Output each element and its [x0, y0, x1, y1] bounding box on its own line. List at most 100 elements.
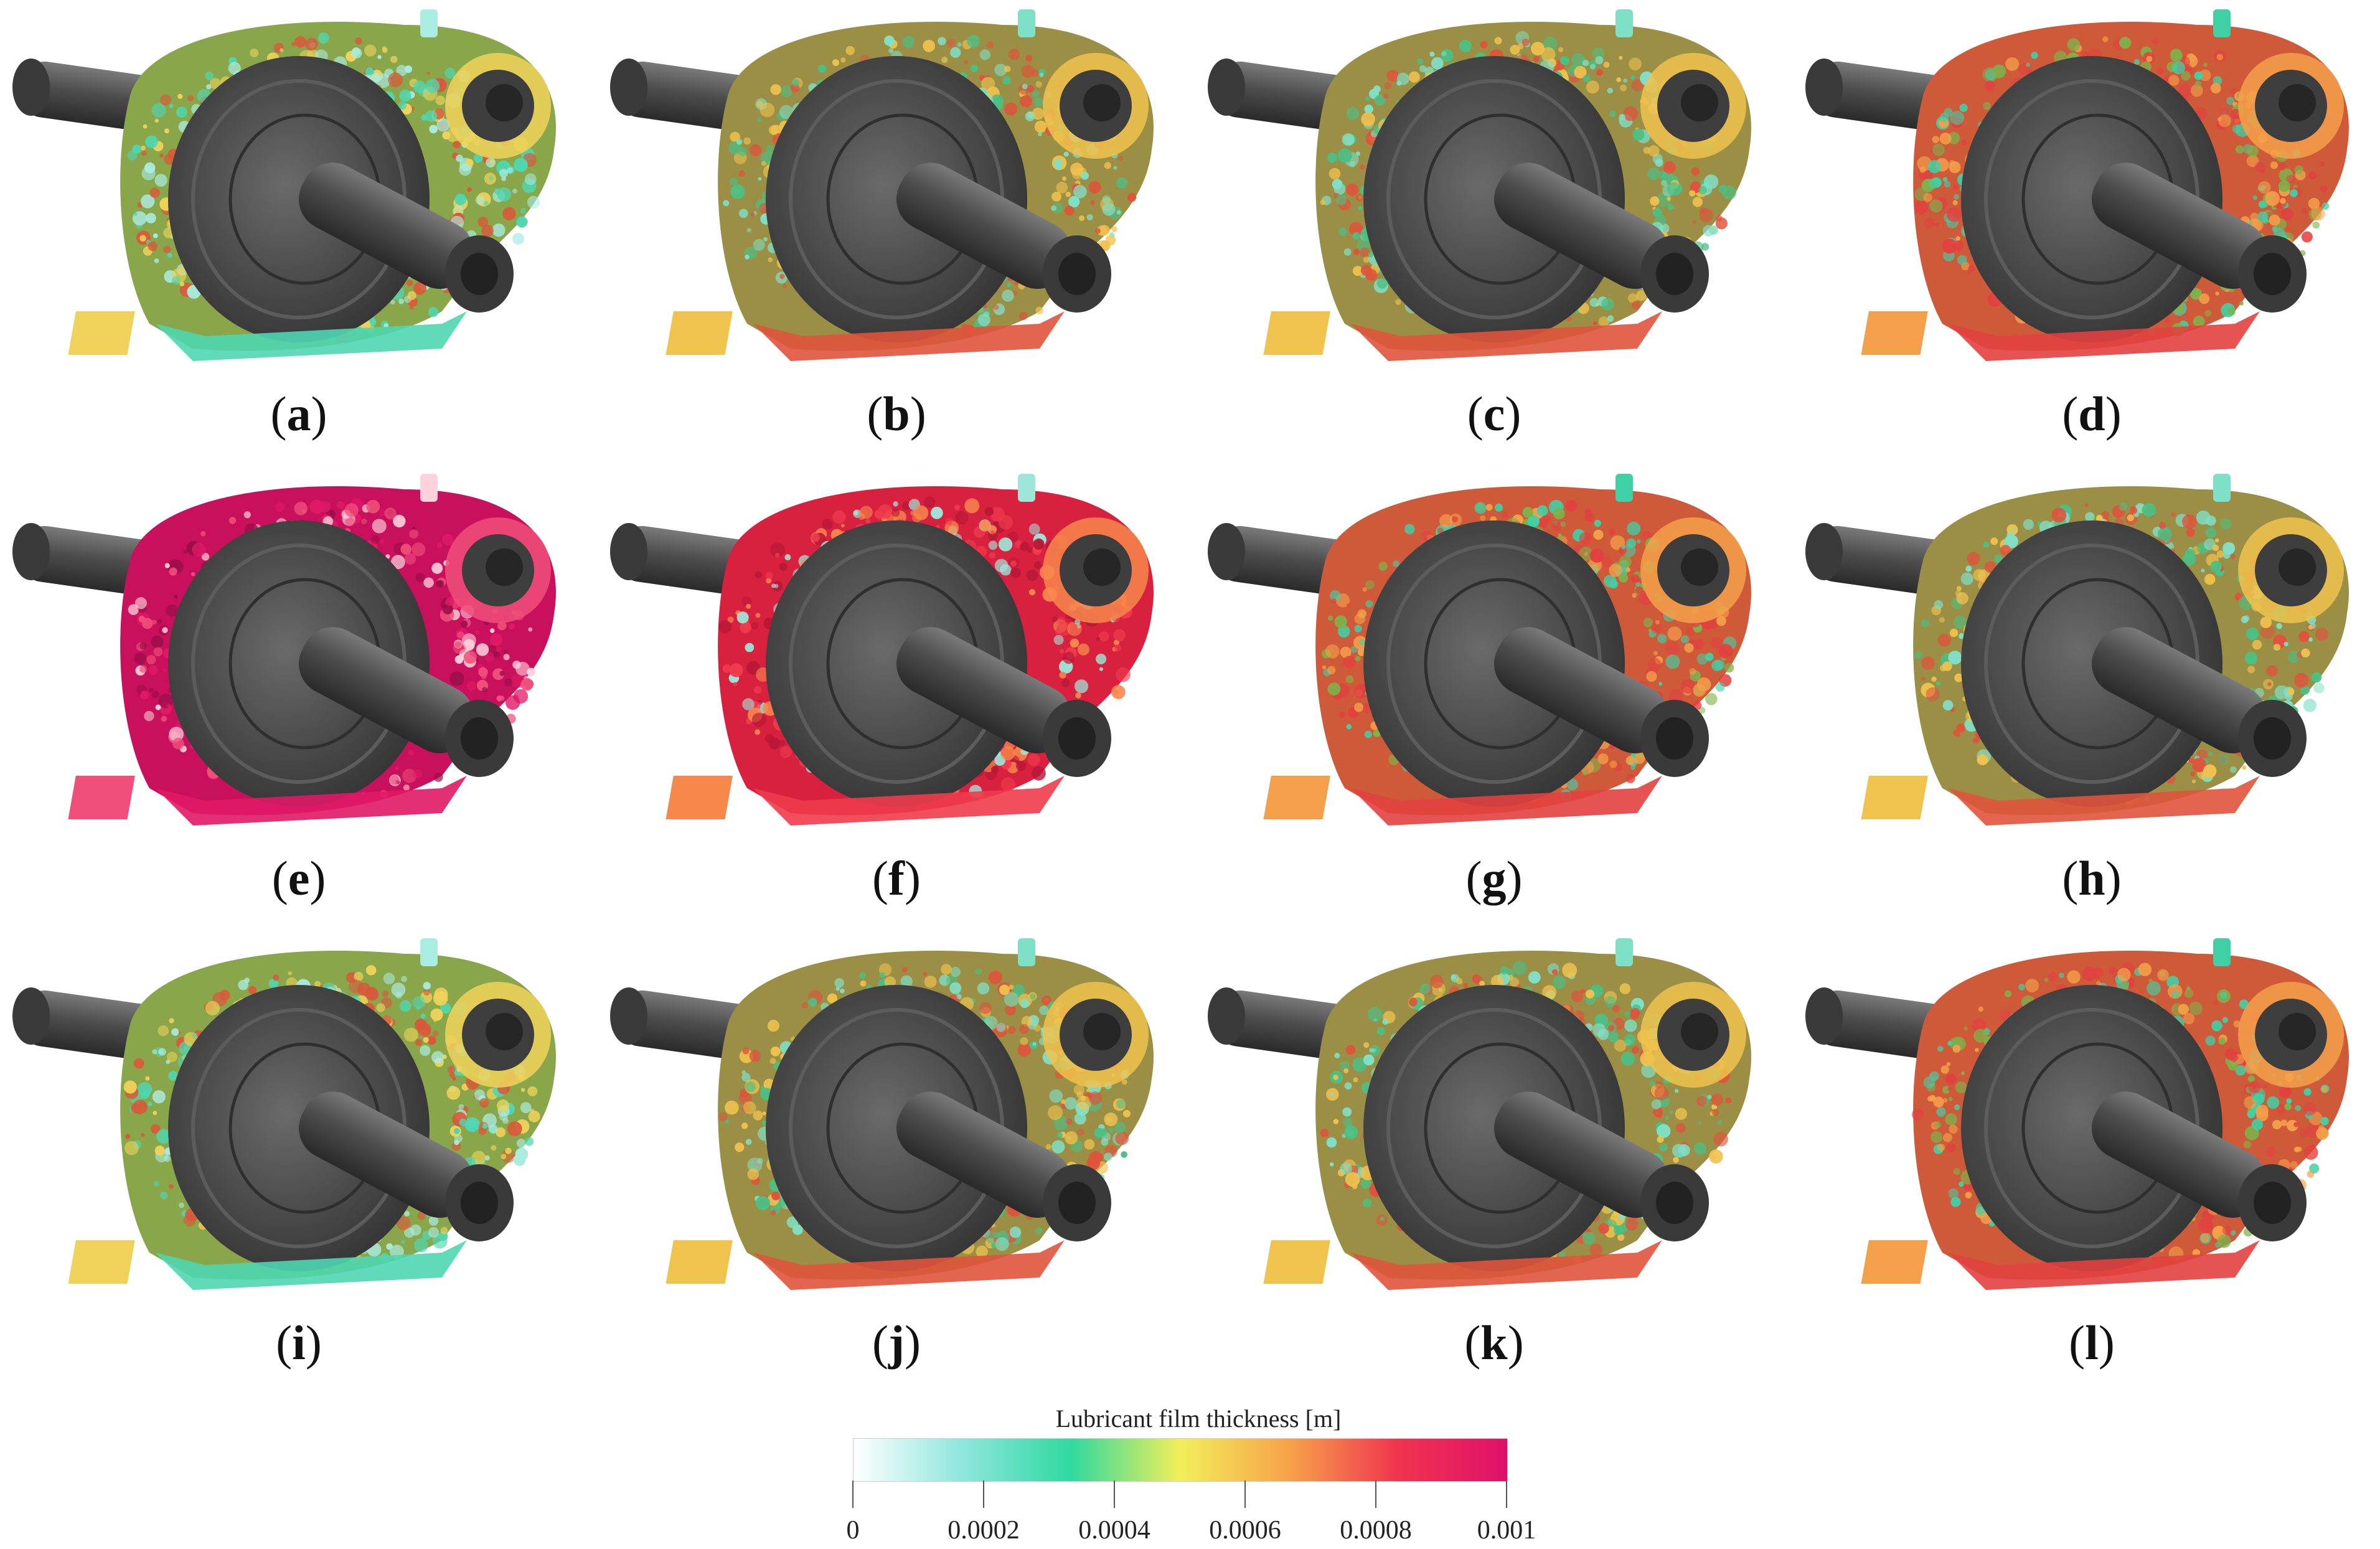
output-shaft — [2091, 162, 2267, 289]
film-speckle — [141, 618, 153, 629]
film-speckle — [1376, 278, 1388, 289]
film-speckle — [767, 1019, 779, 1032]
subfigure-panel: (l) — [1793, 929, 2380, 1393]
film-speckle — [474, 1089, 486, 1101]
film-speckle — [745, 719, 751, 725]
film-speckle — [1365, 580, 1375, 590]
film-speckle — [2203, 764, 2217, 778]
film-speckle — [1609, 563, 1622, 577]
film-speckle — [125, 1134, 131, 1139]
film-speckle — [423, 982, 431, 990]
film-speckle — [955, 511, 969, 525]
film-speckle — [458, 1104, 464, 1110]
film-speckle — [1674, 1089, 1679, 1093]
film-speckle — [1594, 519, 1601, 527]
film-speckle — [1338, 712, 1345, 718]
film-speckle — [1010, 560, 1017, 567]
pinion-hub — [1681, 84, 1718, 121]
film-speckle — [1680, 635, 1689, 644]
film-speckle — [137, 1082, 153, 1097]
gearbox-base — [753, 311, 1065, 361]
film-speckle — [2246, 627, 2259, 640]
film-speckle — [924, 976, 937, 988]
film-speckle — [999, 984, 1010, 996]
film-speckle — [722, 664, 731, 673]
film-speckle — [1343, 656, 1356, 668]
film-speckle — [984, 507, 994, 516]
film-speckle — [344, 503, 359, 517]
film-speckle — [991, 766, 999, 773]
film-speckle — [1939, 113, 1949, 123]
pinion-hub — [2279, 549, 2316, 586]
film-speckle — [742, 1047, 750, 1055]
left-shaft-end — [610, 523, 647, 580]
film-speckle — [2243, 1141, 2251, 1149]
film-speckle — [415, 573, 425, 582]
film-speckle — [407, 291, 416, 300]
film-speckle — [140, 690, 149, 700]
film-speckle — [743, 137, 751, 145]
film-speckle — [1073, 185, 1087, 199]
film-speckle — [1607, 87, 1613, 94]
film-speckle — [2241, 616, 2249, 623]
film-speckle — [1914, 200, 1928, 215]
film-speckle — [2247, 145, 2259, 158]
film-speckle — [884, 976, 896, 988]
film-speckle — [520, 1102, 532, 1113]
film-speckle — [1345, 675, 1354, 684]
film-speckle — [878, 504, 893, 519]
film-speckle — [1632, 128, 1645, 141]
film-speckle — [774, 583, 779, 588]
film-speckle — [154, 174, 167, 187]
film-speckle — [2172, 61, 2185, 75]
film-speckle — [134, 597, 147, 610]
film-speckle — [1522, 39, 1530, 46]
film-speckle — [1084, 1139, 1095, 1150]
film-speckle — [1718, 1120, 1723, 1125]
film-speckle — [2279, 162, 2287, 171]
film-speckle — [780, 85, 793, 98]
film-speckle — [1709, 1149, 1723, 1164]
film-speckle — [1711, 659, 1723, 672]
film-speckle — [484, 200, 489, 206]
film-speckle — [891, 509, 900, 517]
film-speckle — [1061, 679, 1070, 687]
gearbox-render — [1805, 938, 2349, 1290]
film-speckle — [1070, 162, 1084, 176]
film-speckle — [1345, 1172, 1360, 1187]
film-speckle — [1954, 730, 1960, 736]
film-speckle — [484, 652, 495, 662]
film-speckle — [1914, 651, 1922, 659]
film-speckle — [1022, 83, 1028, 90]
film-speckle — [399, 1000, 412, 1012]
film-speckle — [1500, 966, 1509, 975]
film-speckle — [2199, 293, 2210, 304]
film-speckle — [1921, 619, 1930, 628]
film-speckle — [2218, 117, 2222, 121]
film-speckle — [1380, 1217, 1385, 1222]
film-speckle — [741, 596, 752, 607]
film-speckle — [206, 84, 212, 90]
film-speckle — [1574, 66, 1587, 78]
film-speckle — [1065, 1131, 1078, 1145]
film-speckle — [2142, 502, 2157, 517]
film-speckle — [1004, 992, 1019, 1007]
breather-cap — [420, 474, 438, 502]
film-speckle — [756, 101, 763, 107]
film-speckle — [2294, 165, 2303, 174]
film-speckle — [1667, 182, 1681, 196]
film-speckle — [1395, 299, 1401, 305]
film-speckle — [1074, 1113, 1086, 1125]
film-speckle — [1328, 615, 1333, 621]
film-speckle — [1479, 981, 1485, 986]
film-speckle — [1610, 535, 1625, 550]
film-speckle — [153, 233, 158, 238]
film-speckle — [975, 968, 982, 975]
film-speckle — [1625, 1218, 1638, 1231]
film-speckle — [1931, 676, 1937, 682]
film-speckle — [1070, 638, 1079, 648]
film-speckle — [1378, 562, 1388, 571]
film-speckle — [192, 1032, 197, 1038]
film-speckle — [145, 1076, 150, 1081]
film-speckle — [827, 993, 838, 1004]
